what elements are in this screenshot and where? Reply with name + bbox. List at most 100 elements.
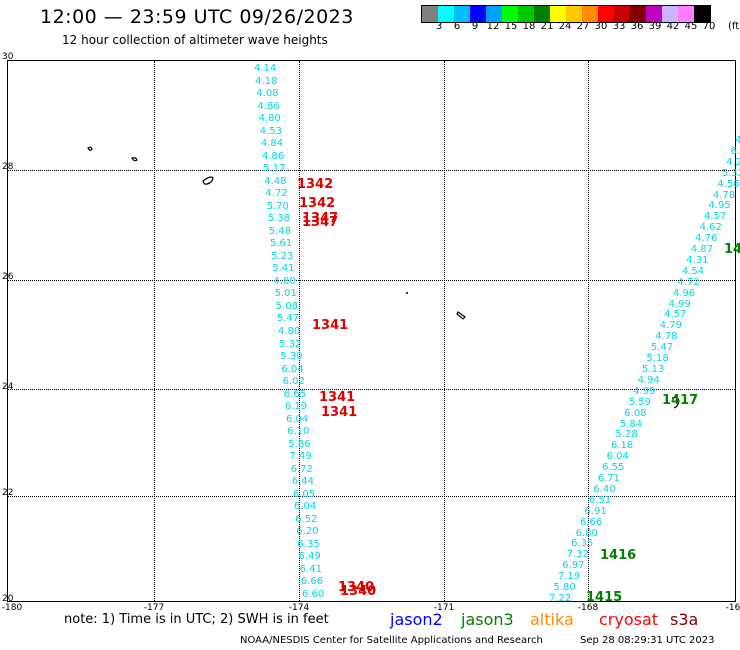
wave-height-value: 5.61 — [270, 238, 293, 250]
y-tick-label: 28 — [2, 162, 14, 172]
x-tick-label: -180 — [1, 603, 23, 613]
wave-height-value: 7.32 — [566, 549, 589, 561]
wave-height-value: 4.14 — [254, 63, 277, 74]
wave-height-value: 4.80 — [278, 326, 301, 337]
wave-height-value: 6.35 — [571, 538, 594, 550]
wave-height-value: 4.95 — [708, 200, 731, 212]
color-legend-label: 9 — [471, 21, 479, 32]
color-swatch — [678, 6, 694, 22]
wave-height-value: 4.86 — [262, 150, 285, 162]
wave-height-value: 4.99 — [668, 298, 691, 310]
pass-label: 1347 — [302, 211, 339, 226]
wave-height-value: 5.59 — [628, 396, 651, 408]
wave-height-value: 4.18 — [255, 75, 278, 87]
grid-line — [299, 61, 300, 601]
wave-height-value: 5.18 — [646, 353, 669, 365]
color-swatch — [502, 6, 518, 22]
wave-height-value: 6.72 — [290, 463, 313, 475]
color-legend-label: 36 — [630, 21, 644, 32]
wave-height-value: 6.41 — [299, 563, 322, 575]
pass-label: 14 — [724, 242, 740, 257]
wave-height-value: 5.48 — [268, 225, 292, 237]
y-tick-label: 20 — [2, 594, 14, 604]
wave-height-value: 4.80 — [258, 113, 281, 125]
x-tick-label: -16 — [725, 603, 740, 613]
grid-line — [8, 496, 735, 497]
wave-height-value: 6.51 — [588, 494, 612, 506]
wave-height-value: 4.96 — [673, 287, 696, 299]
color-legend — [421, 5, 711, 23]
wave-height-value: 6.20 — [296, 526, 319, 538]
wave-height-value: 5.47 — [276, 313, 300, 325]
pass-label: 1347 — [302, 215, 339, 230]
color-legend-labels: 3 6 9 12 15 18 21 24 27 30 33 36 39 42 45 70 — [421, 21, 740, 35]
y-tick-label: 22 — [2, 488, 14, 498]
wave-height-value: 6.04 — [294, 501, 317, 513]
wave-height-value: 5.47 — [650, 342, 674, 354]
x-tick-label: -168 — [577, 603, 599, 613]
wave-height-value: 5.01 — [274, 288, 297, 300]
pass-label: 1342 — [299, 196, 336, 211]
pass-label: 1341 — [312, 318, 349, 333]
map-title: 12:00 — 23:59 UTC 09/26/2023 — [40, 6, 354, 28]
x-tick-label: -171 — [433, 603, 455, 613]
wave-height-value: 5.32 — [279, 338, 302, 350]
satellite-legend-item: jason2 — [390, 610, 443, 629]
wave-height-value: 7.22 — [549, 593, 572, 604]
wave-height-value: 6.02 — [282, 376, 305, 388]
pass-label: 1341 — [321, 405, 358, 420]
wave-height-value: 5.23 — [271, 250, 294, 262]
wave-height-value: 5.32 — [721, 167, 740, 179]
color-legend-label: 45 — [684, 21, 698, 32]
y-tick-label: 30 — [2, 52, 14, 62]
color-swatch — [582, 6, 598, 22]
pass-label: 1340 — [340, 584, 377, 599]
map-plot-area — [7, 60, 736, 602]
wave-height-value: 6.71 — [597, 473, 620, 485]
wave-height-value: 5.08 — [275, 300, 298, 312]
grid-line — [8, 389, 735, 390]
y-tick-label: 26 — [2, 272, 14, 282]
wave-height-value: 5.13 — [642, 364, 665, 375]
wave-height-value: 6.49 — [298, 551, 321, 563]
wave-height-value: 5.28 — [615, 429, 638, 441]
wave-height-value: 4.62 — [699, 222, 722, 234]
color-legend-label: 6 — [453, 21, 461, 32]
color-legend-label: 12 — [486, 21, 500, 32]
grid-line — [588, 61, 589, 601]
wave-height-value: 6.04 — [286, 413, 309, 425]
wave-height-value: 5.17 — [263, 163, 286, 175]
wave-height-value: 4.72 — [677, 276, 700, 288]
unit-label: (ft) — [728, 21, 740, 32]
color-swatch — [566, 6, 582, 22]
color-legend-label: 21 — [540, 21, 554, 32]
satellite-legend-item: jason3 — [461, 610, 514, 629]
wave-height-value: 6.80 — [575, 527, 598, 539]
wave-height-value: 7.19 — [557, 571, 581, 583]
color-swatch — [630, 6, 646, 22]
color-swatch — [518, 6, 534, 22]
grid-line — [8, 170, 735, 171]
wave-height-value: 5.84 — [619, 418, 643, 430]
wave-height-value: 5.86 — [288, 438, 311, 450]
y-tick-label: 24 — [2, 382, 14, 392]
generated-timestamp: Sep 28 08:29:31 UTC 2023 — [580, 635, 715, 646]
grid-line — [154, 61, 155, 601]
pass-label: 1341 — [319, 390, 356, 405]
color-legend-label: 24 — [558, 21, 572, 32]
color-legend-label: 27 — [576, 21, 590, 32]
color-swatch — [694, 6, 710, 22]
color-legend-label: 33 — [612, 21, 626, 32]
color-legend-label: 42 — [666, 21, 680, 32]
footer-note: note: 1) Time is in UTC; 2) SWH is in fe… — [64, 612, 329, 627]
color-swatch — [550, 6, 566, 22]
pass-label: 1416 — [600, 548, 637, 563]
color-swatch — [422, 6, 438, 22]
satellite-legend-item: cryosat — [599, 610, 659, 629]
x-tick-label: -177 — [143, 603, 165, 613]
wave-height-value: 6.40 — [593, 483, 616, 495]
wave-height-value: 6.60 — [302, 589, 325, 600]
wave-height-value: 6.52 — [295, 513, 318, 525]
wave-height-value: 4.48 — [264, 175, 287, 187]
grid-line — [8, 280, 735, 281]
